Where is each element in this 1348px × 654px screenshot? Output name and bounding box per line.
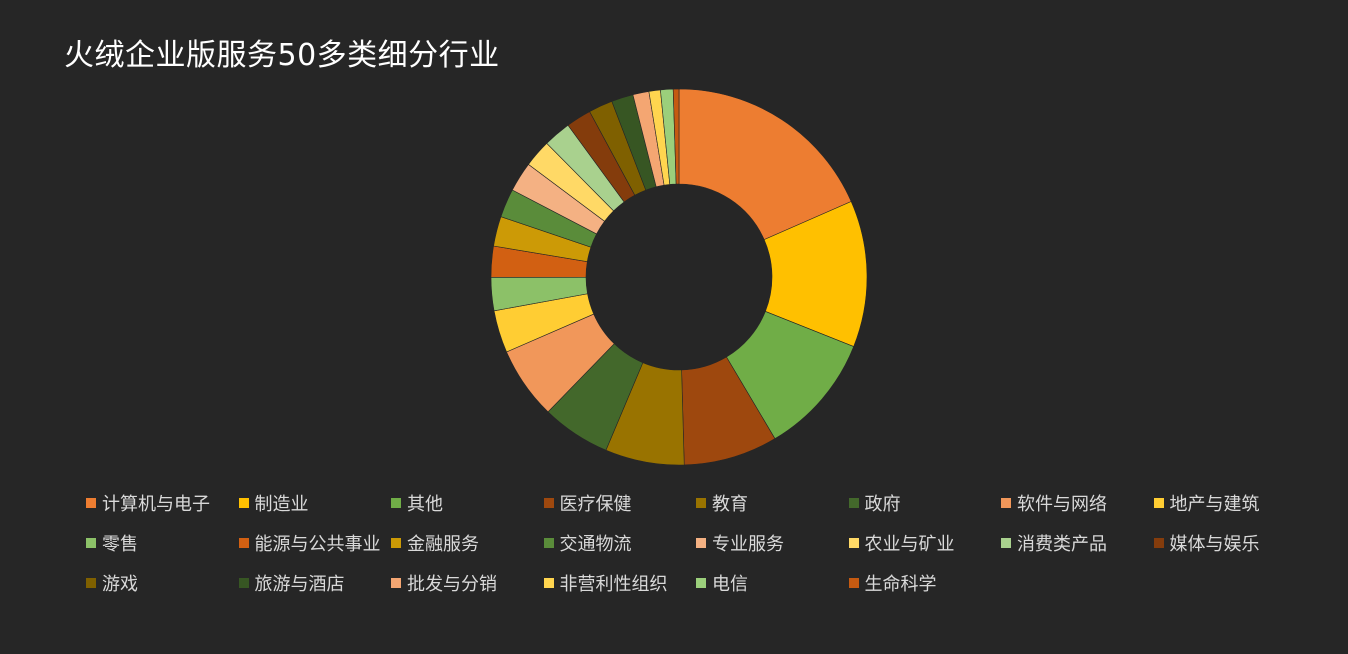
legend-label: 游戏	[102, 574, 138, 595]
legend-item: 农业与矿业	[848, 528, 1002, 558]
legend-label: 零售	[102, 534, 138, 555]
legend-swatch	[391, 538, 401, 548]
legend-label: 交通物流	[559, 534, 632, 555]
legend-swatch	[1153, 538, 1164, 548]
legend-label: 医疗保健	[559, 494, 632, 515]
legend-item: 教育	[696, 488, 849, 518]
legend-swatch	[543, 538, 554, 548]
legend-label: 批发与分销	[407, 574, 497, 595]
legend-label: 软件与网络	[1017, 494, 1107, 515]
legend-swatch	[391, 498, 401, 508]
legend-label: 能源与公共事业	[254, 534, 381, 555]
legend-item: 媒体与娱乐	[1153, 528, 1307, 558]
legend-item: 游戏	[86, 568, 239, 598]
legend-swatch	[1001, 498, 1011, 508]
legend-item: 旅游与酒店	[238, 568, 392, 598]
legend-item: 交通物流	[543, 528, 697, 558]
legend-label: 旅游与酒店	[254, 574, 345, 595]
legend-item: 医疗保健	[543, 488, 697, 518]
legend-item: 批发与分销	[391, 568, 544, 598]
legend-item: 专业服务	[696, 528, 849, 558]
legend-item: 其他	[391, 488, 544, 518]
legend-item: 政府	[848, 488, 1002, 518]
legend-swatch	[1001, 538, 1011, 548]
legend-swatch	[696, 538, 706, 548]
legend-swatch	[848, 578, 859, 588]
legend-item: 制造业	[238, 488, 392, 518]
legend-swatch	[86, 538, 96, 548]
legend-label: 非营利性组织	[559, 574, 668, 595]
legend-swatch	[1153, 498, 1164, 508]
legend-swatch	[238, 538, 249, 548]
legend-swatch	[543, 498, 554, 508]
legend-item: 非营利性组织	[543, 568, 697, 598]
legend-item: 能源与公共事业	[238, 528, 392, 558]
legend-label: 农业与矿业	[864, 534, 955, 555]
legend-item: 地产与建筑	[1153, 488, 1307, 518]
legend-item: 零售	[86, 528, 239, 558]
chart-legend: 计算机与电子 制造业 其他 医疗保健 教育 政府 软件与网络 地产与建筑零售 能源与公共事业 金融…	[86, 488, 1316, 608]
legend-label: 计算机与电子	[102, 494, 210, 515]
legend-swatch	[86, 498, 96, 508]
legend-item: 计算机与电子	[86, 488, 239, 518]
legend-label: 政府	[864, 494, 901, 515]
legend-item: 消费类产品	[1001, 528, 1154, 558]
legend-swatch	[848, 498, 859, 508]
chart-title: 火绒企业版服务50多类细分行业	[64, 38, 500, 73]
legend-item: 软件与网络	[1001, 488, 1154, 518]
legend-swatch	[696, 578, 706, 588]
legend-swatch	[848, 538, 859, 548]
legend-swatch	[238, 498, 249, 508]
legend-swatch	[543, 578, 554, 588]
legend-label: 金融服务	[407, 534, 479, 555]
legend-label: 电信	[712, 574, 748, 595]
legend-label: 制造业	[254, 494, 309, 515]
legend-swatch	[86, 578, 96, 588]
legend-swatch	[696, 498, 706, 508]
legend-label: 其他	[407, 494, 443, 515]
legend-label: 专业服务	[712, 534, 784, 555]
legend-item: 金融服务	[391, 528, 544, 558]
legend-item: 电信	[696, 568, 849, 598]
legend-label: 地产与建筑	[1169, 494, 1260, 515]
legend-swatch	[238, 578, 249, 588]
legend-label: 媒体与娱乐	[1169, 534, 1260, 555]
legend-label: 生命科学	[864, 574, 937, 595]
legend-item: 生命科学	[848, 568, 1002, 598]
legend-label: 教育	[712, 494, 748, 515]
donut-slice-22	[672, 88, 680, 185]
legend-swatch	[391, 578, 401, 588]
donut-slice-1	[678, 88, 852, 241]
legend-label: 消费类产品	[1017, 534, 1107, 555]
donut-chart	[490, 88, 868, 466]
